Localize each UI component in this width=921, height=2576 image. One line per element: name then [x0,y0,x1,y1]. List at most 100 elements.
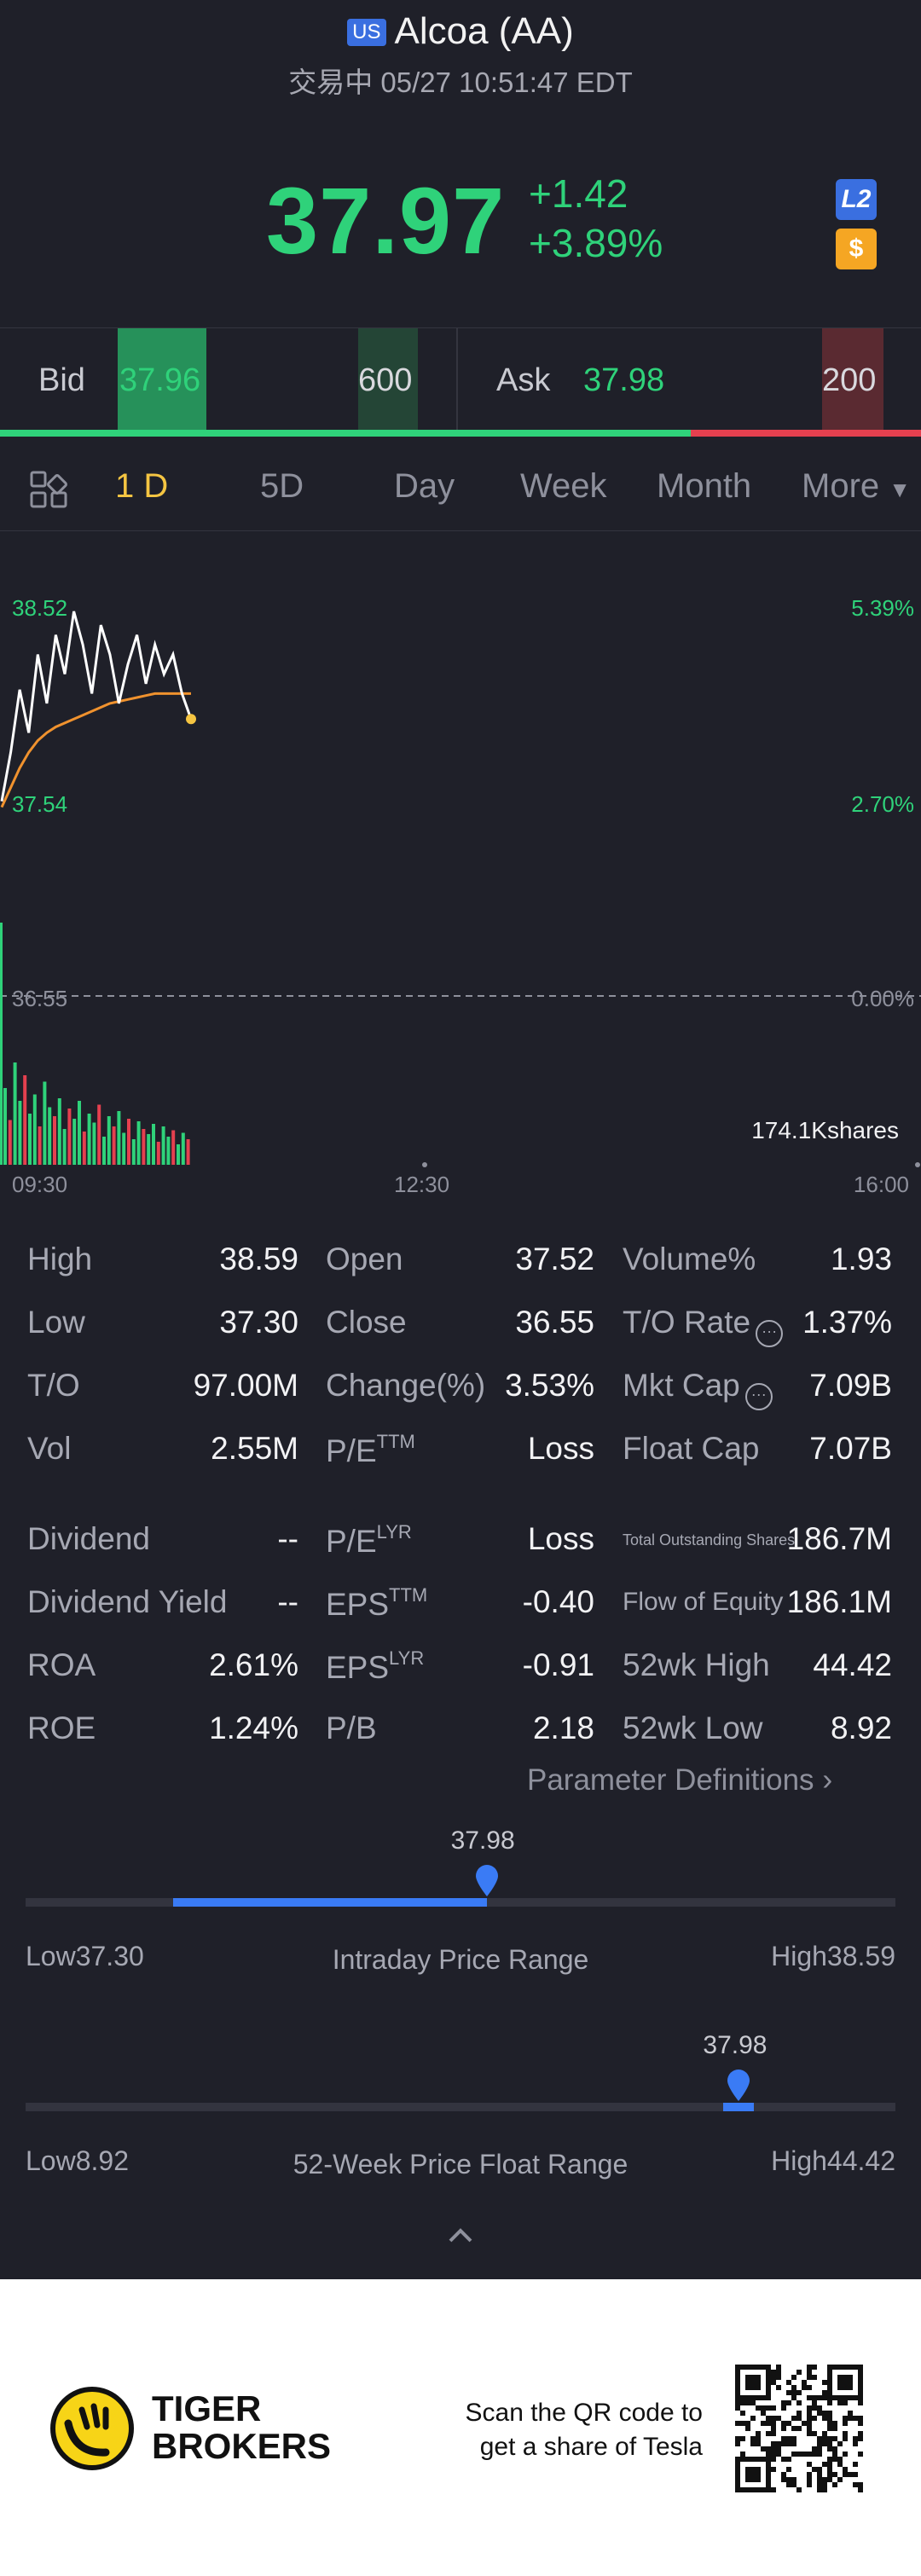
intraday-pin-icon [475,1865,498,1896]
more-info-icon[interactable]: ··· [756,1320,784,1347]
qr-module [761,2446,766,2452]
qr-module [827,2375,832,2380]
qr-module [843,2365,848,2370]
qr-module [812,2395,817,2400]
qr-module [761,2395,766,2400]
qr-module [735,2400,740,2405]
qr-module [822,2416,827,2421]
qr-module [776,2441,781,2446]
qr-module [853,2482,858,2487]
tab-week[interactable]: Week [520,467,607,505]
tab-1d[interactable]: 1 D [115,467,169,505]
stat-label: ROA [27,1647,96,1682]
qr-module [745,2457,750,2462]
qr-module [750,2477,756,2482]
qr-module [766,2365,771,2370]
parameter-definitions-label: Parameter Definitions [527,1763,814,1797]
tab-5d[interactable]: 5D [260,467,304,505]
volume-bar [181,1132,185,1165]
stat-label: Dividend Yield [27,1584,228,1619]
qr-module [771,2421,776,2426]
volume-bar [23,1075,27,1165]
qr-module [776,2375,781,2380]
stat-label: Volume% [623,1242,756,1276]
stat-label: Dividend [27,1521,150,1556]
qr-module [832,2446,837,2452]
qr-module [858,2395,863,2400]
tab-month[interactable]: Month [657,467,752,505]
qr-module [858,2487,863,2492]
week52-title: 52-Week Price Float Range [293,2149,628,2179]
tiger-logo-icon [49,2386,135,2471]
tab-day[interactable]: Day [394,467,455,505]
intraday-chart[interactable]: 38.52 37.54 36.55 5.39% 2.70% 0.00% 174.… [0,530,921,1204]
volume-bar [78,1101,81,1165]
x-tick-mid: 12:30 [394,1172,450,1197]
qr-module [740,2400,745,2405]
qr-module [843,2452,848,2457]
qr-module [791,2385,796,2390]
stat-label: T/O Rate ··· [623,1305,784,1347]
qr-module [791,2477,796,2482]
qr-module [807,2482,812,2487]
week52-high: High44.42 [771,2145,895,2176]
qr-module [796,2400,802,2405]
qr-module [750,2395,756,2400]
stat-value: 1.93 [830,1242,892,1276]
qr-module [822,2411,827,2416]
cta-line1: Scan the QR code to [465,2399,704,2427]
qr-module [766,2421,771,2426]
qr-module [827,2421,832,2426]
qr-module [761,2365,766,2370]
stat-value: 2.18 [532,1711,594,1745]
stat-label: Total Outstanding Shares [623,1531,796,1548]
level2-badge[interactable]: L2 [836,179,877,220]
qr-module [771,2467,776,2472]
volume-bar [127,1119,130,1165]
qr-module [750,2380,756,2385]
key-stats: High 38.59 Low 37.30 T/O 97.00M Vol 2.55… [0,1228,921,1774]
qr-module [781,2457,786,2462]
stat-value: 8.92 [830,1711,892,1745]
qr-module [750,2457,756,2462]
qr-module [822,2395,827,2400]
qr-module [848,2472,853,2477]
qr-module [735,2467,740,2472]
qr-module [807,2385,812,2390]
layout-grid-icon[interactable] [30,471,67,508]
qr-module [771,2431,776,2436]
qr-module [827,2467,832,2472]
qr-module [848,2365,853,2370]
bid-qty: 600 [358,362,413,398]
stat-label-text: P/E [326,1433,377,1468]
qr-module [843,2380,848,2385]
volume-bar [28,1114,32,1165]
dollar-badge[interactable]: $ [836,229,877,269]
qr-module [853,2416,858,2421]
qr-module [756,2431,761,2436]
qr-module [837,2395,843,2400]
volume-bar [107,1116,111,1165]
qr-module [735,2385,740,2390]
qr-module [766,2390,771,2395]
collapse-chevron-up-icon[interactable] [447,2220,474,2248]
stat-value: Loss [527,1521,594,1556]
qr-module [832,2452,837,2457]
qr-module [756,2365,761,2370]
stat-label: Mkt Cap ··· [623,1368,773,1410]
qr-module [750,2365,756,2370]
qr-module [807,2426,812,2431]
chart-high-label: 38.52 [12,595,68,621]
qr-module [817,2411,822,2416]
more-info-icon[interactable]: ··· [744,1383,773,1410]
stat-label: EPSTTM [326,1584,427,1623]
close-marker [915,1162,920,1167]
qr-module [745,2472,750,2477]
tab-more[interactable]: More ▼ [802,467,911,506]
parameter-definitions-link[interactable]: Parameter Definitions › [527,1762,832,1797]
qr-module [750,2400,756,2405]
qr-module [791,2416,796,2421]
qr-module [848,2380,853,2385]
qr-module [766,2380,771,2385]
qr-module [848,2411,853,2416]
